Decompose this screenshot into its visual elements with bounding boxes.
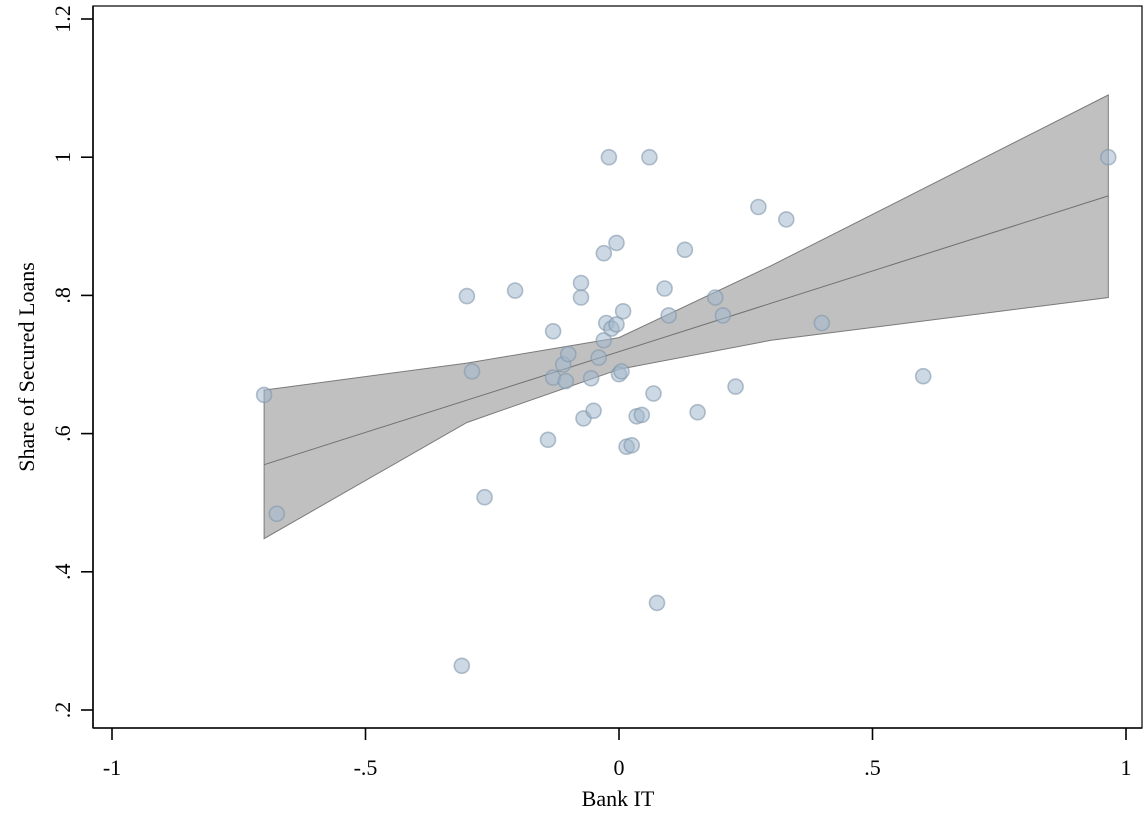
scatter-point (777, 211, 795, 228)
y-tick-label: .6 (50, 425, 75, 442)
axes-layer (92, 6, 1142, 729)
x-axis-title: Bank IT (582, 786, 655, 811)
scatter-point (813, 314, 831, 332)
x-tick-label: -1 (103, 755, 121, 780)
scatter-point (582, 369, 600, 387)
scatter-point (572, 274, 590, 292)
scatter-point (706, 289, 724, 306)
scatter-point (476, 488, 493, 506)
scatter-point (458, 287, 476, 305)
scatter-point (689, 403, 706, 421)
scatter-point (660, 307, 678, 324)
scatter-point (557, 372, 575, 390)
scatter-point (656, 280, 673, 297)
scatter-point (600, 148, 618, 166)
scatter-point (1100, 148, 1117, 166)
scatter-point (645, 385, 662, 402)
x-tick-label: 1 (1121, 755, 1132, 780)
scatter-point (463, 363, 481, 380)
scatter-point (641, 148, 658, 166)
scatter-point (914, 367, 932, 385)
scatter-point (572, 289, 590, 306)
scatter-point (714, 307, 732, 324)
scatter-point (506, 282, 524, 299)
scatter-point (676, 241, 694, 259)
scatter-point (544, 322, 562, 340)
y-tick-label: 1.2 (50, 5, 75, 33)
x-tick-label: .5 (864, 755, 881, 780)
y-axis-title: Share of Secured Loans (14, 262, 39, 472)
x-tick-label: -.5 (354, 755, 378, 780)
scatter-point (613, 363, 630, 380)
y-tick-label: 1 (50, 152, 75, 163)
scatter-point (614, 302, 632, 320)
scatter-point (590, 349, 608, 366)
x-tick-label: 0 (614, 755, 625, 780)
scatter-point (727, 378, 744, 395)
scatter-point (585, 402, 602, 420)
scatter-point (595, 244, 613, 262)
fit-line-layer (263, 195, 1109, 466)
confidence-band-layer (263, 94, 1109, 540)
scatter-point (648, 594, 666, 612)
scatter-point (453, 657, 471, 675)
confidence-band (263, 94, 1109, 540)
y-ticks: .2 .4 .6 .8 1 1.2 (50, 5, 93, 718)
scatter-point (255, 386, 273, 404)
fit-line (263, 195, 1109, 466)
scatter-point (608, 234, 625, 252)
y-tick-label: .8 (50, 287, 75, 304)
scatter-point (268, 505, 286, 523)
y-tick-label: .2 (50, 702, 75, 719)
y-tick-label: .4 (50, 564, 75, 581)
scatter-point (595, 331, 613, 349)
points-layer (255, 148, 1117, 675)
scatter-point (539, 431, 557, 449)
scatter-point (623, 436, 641, 454)
x-ticks: -1 -.5 0 .5 1 (103, 728, 1132, 780)
scatter-point (559, 345, 577, 363)
scatter-point (633, 406, 651, 424)
scatter-point (608, 316, 625, 333)
scatter-point (750, 198, 767, 216)
